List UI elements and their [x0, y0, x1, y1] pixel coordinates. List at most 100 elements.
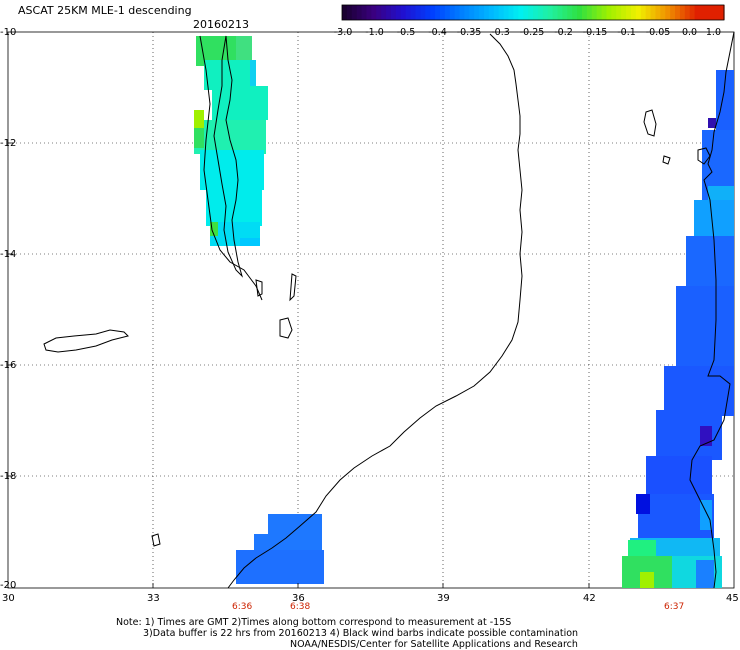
colorbar-swatch [591, 5, 598, 20]
colorbar-swatch [528, 5, 534, 20]
wind-swath-mozambique [236, 514, 324, 584]
colorbar-swatch [572, 5, 578, 20]
colorbar-swatch [342, 5, 348, 20]
colorbar-tick-label: 1.0 [706, 27, 721, 38]
colorbar-swatch [454, 5, 461, 20]
time-label: 6:36 [232, 602, 253, 612]
colorbar-swatch [601, 5, 608, 20]
colorbar-swatch [630, 5, 637, 20]
colorbar-swatch [684, 5, 691, 20]
lat-label: -12 [0, 138, 17, 149]
colorbar-swatch [542, 5, 549, 20]
colorbar-tick-label: -0.2 [554, 27, 573, 38]
colorbar-swatch [606, 5, 612, 20]
colorbar-swatch [351, 5, 358, 20]
colorbar-swatch [665, 5, 671, 20]
colorbar-swatch [430, 5, 436, 20]
axis-ticks [8, 142, 590, 588]
small-lake-2 [289, 273, 297, 302]
colorbar-swatch [508, 5, 515, 20]
colorbar-swatch [709, 5, 715, 20]
grid-lines [8, 32, 734, 588]
madagascar-coastline [689, 31, 735, 589]
colorbar-tick-label: -0.25 [520, 27, 545, 38]
colorbar-swatch [645, 5, 652, 20]
colorbar-swatch [381, 5, 387, 20]
colorbar-swatch [699, 5, 706, 20]
lon-label: 36 [292, 593, 305, 604]
colorbar-swatch [444, 5, 451, 20]
colorbar-swatch [621, 5, 627, 20]
time-label: 6:37 [664, 602, 685, 612]
lon-label: 42 [583, 593, 596, 604]
colorbar-swatch [356, 5, 363, 20]
colorbar-tick-label: -0.4 [428, 27, 447, 38]
colorbar-swatch [655, 5, 661, 20]
colorbar-swatch [650, 5, 657, 20]
colorbar-swatch [376, 5, 382, 20]
colorbar-swatch [552, 5, 559, 20]
lat-label: -10 [0, 27, 17, 38]
colorbar-tick-label: -0.05 [646, 27, 671, 38]
colorbar-swatch [626, 5, 632, 20]
comoros-island [643, 109, 657, 137]
africa-coastline [227, 33, 523, 589]
lon-label: 33 [147, 593, 160, 604]
small-island-1 [697, 147, 711, 165]
colorbar-swatch [366, 5, 372, 20]
colorbar-swatch [537, 5, 544, 20]
colorbar-swatch [361, 5, 368, 20]
small-lake-4 [151, 533, 161, 547]
colorbar-swatch [533, 5, 539, 20]
colorbar-tick-label: -0.1 [617, 27, 636, 38]
colorbar-swatch [410, 5, 417, 20]
colorbar-swatch [611, 5, 617, 20]
colorbar-swatch [346, 5, 353, 20]
small-lake-1 [279, 317, 293, 339]
colorbar-swatch [689, 5, 696, 20]
colorbar-swatch [435, 5, 441, 20]
color-scale-bar: -3.0 -1.0 -0.5 -0.4 -0.35 -0.3 -0.25 -0.2 -0.15-… [334, 4, 725, 38]
plot-frame [7, 31, 735, 589]
colorbar-swatch [586, 5, 593, 20]
colorbar-swatch [425, 5, 431, 20]
colorbar-swatch [459, 5, 466, 20]
time-label: 6:38 [290, 602, 311, 612]
colorbar-swatch [513, 5, 519, 20]
colorbar-swatch [464, 5, 470, 20]
colorbar-swatch [371, 5, 377, 20]
colorbar-swatch [488, 5, 495, 20]
colorbar-tick-label: -0.3 [491, 27, 510, 38]
colorbar-swatch [523, 5, 529, 20]
colorbar-swatch [675, 5, 681, 20]
colorbar-swatch [400, 5, 407, 20]
colorbar-swatch [562, 5, 568, 20]
colorbar-swatch [557, 5, 563, 20]
lon-label: 30 [2, 593, 15, 604]
colorbar-swatch [547, 5, 554, 20]
colorbar-swatch [660, 5, 666, 20]
map-plot [7, 31, 735, 589]
malawi-border [199, 35, 263, 301]
colorbar-tick-label: -0.15 [583, 27, 608, 38]
colorbar-swatch [670, 5, 676, 20]
map-title: ASCAT 25KM MLE-1 descending [18, 4, 192, 17]
colorbar-swatch [484, 5, 490, 20]
lake-malawi [213, 35, 244, 278]
colorbar-swatch [474, 5, 480, 20]
lake-bangweulu [43, 329, 129, 353]
colorbar-swatch [640, 5, 647, 20]
colorbar-swatch [616, 5, 622, 20]
coastlines [43, 31, 735, 589]
colorbar-swatch [386, 5, 392, 20]
lat-label: -20 [0, 580, 17, 591]
note-line-1: Note: 1) Times are GMT 2)Times along bot… [116, 617, 512, 628]
colorbar-tick-label: 0.0 [682, 27, 697, 38]
colorbar-swatch [395, 5, 402, 20]
colorbar-tick-label: -0.35 [457, 27, 482, 38]
colorbar-swatch [503, 5, 510, 20]
colorbar-swatch [498, 5, 505, 20]
colorbar-swatch [469, 5, 475, 20]
colorbar-swatch [390, 5, 397, 20]
small-island-2 [662, 155, 671, 165]
